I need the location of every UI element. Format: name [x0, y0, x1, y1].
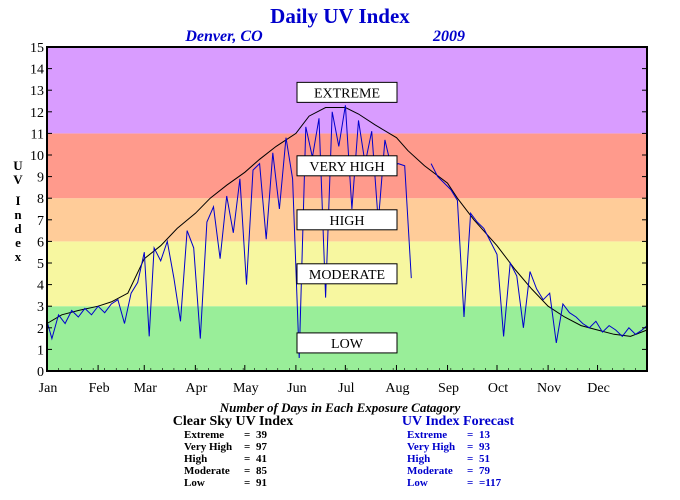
forecast-row-label: Extreme [407, 429, 448, 441]
y-tick-label: 5 [37, 257, 44, 272]
clear-row: Low = 91 [184, 477, 308, 489]
band-label-very-high: VERY HIGH [296, 155, 398, 177]
svg-text:HIGH: HIGH [330, 214, 365, 229]
chart-title: Daily UV Index [270, 4, 410, 28]
forecast-row: High = 51 [407, 453, 528, 465]
x-tick-label: May [233, 381, 259, 396]
forecast-row: Low = =117 [407, 477, 528, 489]
subtitle-location: Denver, CO [184, 28, 263, 45]
clear-row-label: Very High [184, 441, 233, 453]
y-tick-label: 10 [30, 149, 44, 164]
x-axis: Jan Feb Mar Apr May Jun Jul Aug Sep Oct Nov Dec [39, 365, 648, 396]
y-tick-label: 9 [37, 171, 44, 186]
band-labels: LOW MODERATE HIGH VERY HIGH EXTREME [296, 81, 398, 354]
svg-text:e: e [15, 235, 21, 250]
clear-row: Very High = 97 [184, 441, 308, 453]
clear-row: Extreme = 39 [184, 429, 308, 441]
forecast-row-value: =117 [479, 477, 502, 489]
y-tick-label: 14 [30, 63, 44, 78]
y-tick-label: 15 [30, 41, 44, 56]
clear-sky-stats: Clear Sky UV Index Extreme = 39 Very High = 9… [158, 414, 308, 489]
band-label-extreme: EXTREME [296, 81, 398, 103]
band-label-moderate: MODERATE [296, 263, 398, 285]
forecast-row: Moderate = 79 [407, 465, 528, 477]
forecast-row-label: Very High [407, 441, 456, 453]
y-tick-label: 4 [37, 279, 44, 294]
clear-row-eq: = [244, 465, 251, 477]
svg-text:x: x [15, 249, 22, 264]
svg-text:I: I [15, 193, 20, 208]
y-tick-label: 0 [37, 365, 44, 380]
clear-row-value: 39 [256, 429, 267, 441]
band-label-low: LOW [296, 332, 398, 354]
subtitle-year: 2009 [432, 28, 465, 45]
x-axis-label: Number of Days in Each Exposure Catagory [219, 400, 461, 415]
x-tick-label: Mar [134, 381, 158, 396]
svg-text:V: V [13, 172, 23, 187]
y-tick-label: 6 [37, 235, 44, 250]
x-tick-label: Jan [39, 381, 58, 396]
x-tick-label: Nov [537, 381, 561, 396]
forecast-row-eq: = [467, 453, 474, 465]
x-tick-label: Dec [587, 381, 610, 396]
svg-text:MODERATE: MODERATE [309, 268, 385, 283]
x-tick-label: Jul [338, 381, 354, 396]
svg-text:d: d [14, 221, 22, 236]
forecast-row-value: 51 [479, 453, 490, 465]
clear-row-eq: = [244, 429, 251, 441]
svg-text:VERY HIGH: VERY HIGH [309, 160, 384, 175]
x-tick-label: Sep [438, 381, 459, 396]
clear-row-eq: = [244, 441, 251, 453]
forecast-row: Very High = 93 [407, 441, 528, 453]
y-tick-label: 7 [37, 214, 44, 229]
y-tick-label: 2 [37, 322, 44, 337]
band-label-high: HIGH [296, 209, 398, 231]
x-tick-label: Jun [287, 381, 306, 396]
clear-row-label: Extreme [184, 429, 225, 441]
forecast-row: Extreme = 13 [407, 429, 528, 441]
svg-text:LOW: LOW [331, 337, 364, 352]
clear-row-value: 85 [256, 465, 267, 477]
x-tick-label: Aug [385, 381, 409, 396]
forecast-row-eq: = [467, 441, 474, 453]
forecast-stats: UV Index Forecast Extreme = 13 Very High = 93… [388, 414, 528, 489]
forecast-row-value: 79 [479, 465, 490, 477]
y-tick-label: 13 [30, 84, 44, 99]
forecast-row-label: Moderate [407, 465, 453, 477]
clear-row-eq: = [244, 453, 251, 465]
y-tick-label: 11 [31, 127, 44, 142]
clear-sky-header: Clear Sky UV Index [172, 414, 294, 429]
svg-text:n: n [14, 207, 22, 222]
forecast-row-eq: = [467, 429, 474, 441]
y-tick-label: 12 [30, 106, 44, 121]
clear-row-eq: = [244, 477, 251, 489]
y-tick-label: 8 [37, 192, 44, 207]
forecast-row-value: 13 [479, 429, 490, 441]
y-tick-label: 1 [37, 343, 44, 358]
clear-row-value: 97 [256, 441, 267, 453]
forecast-row-eq: = [467, 477, 474, 489]
clear-row: High = 41 [184, 453, 308, 465]
clear-row: Moderate = 85 [184, 465, 308, 477]
forecast-row-label: Low [407, 477, 428, 489]
forecast-row-label: High [407, 453, 431, 465]
clear-row-label: Low [184, 477, 205, 489]
x-tick-label: Feb [89, 381, 110, 396]
clear-row-label: Moderate [184, 465, 230, 477]
svg-text:U: U [13, 158, 23, 173]
clear-row-value: 91 [256, 477, 267, 489]
forecast-row-eq: = [467, 465, 474, 477]
clear-row-value: 41 [256, 453, 267, 465]
forecast-header: UV Index Forecast [401, 414, 515, 429]
clear-row-label: High [184, 453, 208, 465]
svg-text:EXTREME: EXTREME [314, 86, 380, 101]
x-tick-label: Oct [488, 381, 508, 396]
y-tick-label: 3 [37, 300, 44, 315]
forecast-row-value: 93 [479, 441, 490, 453]
x-tick-label: Apr [185, 381, 207, 396]
